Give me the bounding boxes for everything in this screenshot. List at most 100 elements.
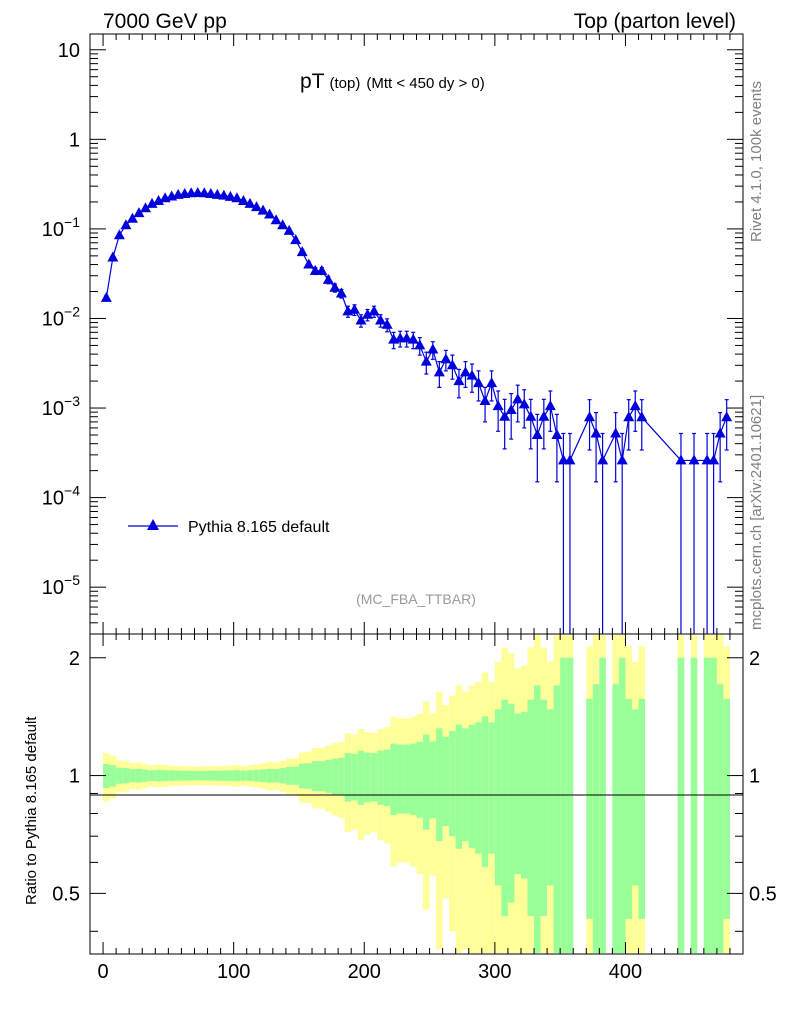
data-point xyxy=(244,197,256,208)
data-point xyxy=(590,427,602,438)
ratio-band-green xyxy=(416,741,424,818)
data-point xyxy=(584,411,596,422)
y-tick-label: 1 xyxy=(69,129,80,151)
data-point xyxy=(329,281,341,292)
data-point xyxy=(133,207,145,218)
ratio-band-green xyxy=(501,699,508,917)
legend: Pythia 8.165 default xyxy=(128,519,330,536)
ratio-band-green xyxy=(201,770,208,781)
ratio-band-green xyxy=(390,743,397,815)
data-point xyxy=(459,366,471,377)
ratio-band-green xyxy=(338,757,345,796)
data-point xyxy=(290,234,302,245)
ratio-band-green xyxy=(181,770,188,781)
data-point xyxy=(335,287,347,298)
ratio-band-green xyxy=(481,716,489,868)
data-point xyxy=(544,400,556,411)
ratio-band-green xyxy=(592,684,600,953)
ratio-band-green xyxy=(507,703,515,903)
ratio-band-green xyxy=(534,685,541,953)
ratio-band-green xyxy=(488,722,495,854)
data-point xyxy=(708,454,720,465)
ratio-band-green xyxy=(690,657,698,953)
data-point xyxy=(100,291,112,302)
y-tick-exponent: −4 xyxy=(64,483,80,499)
ratio-y-tick-label-right: 1 xyxy=(749,766,760,788)
data-point xyxy=(505,404,517,415)
data-point xyxy=(597,454,609,465)
ratio-band-green xyxy=(677,657,685,953)
ratio-band-green xyxy=(148,770,156,782)
ratio-band-green xyxy=(703,657,711,953)
header-right: Top (parton level) xyxy=(574,10,736,33)
data-point xyxy=(218,189,230,200)
ratio-band-green xyxy=(240,770,247,781)
data-point xyxy=(525,410,537,421)
ratio-band-green xyxy=(547,709,554,886)
y-tick-mantissa: 10 xyxy=(58,40,80,62)
ratio-band-green xyxy=(370,753,378,802)
data-point xyxy=(257,204,269,215)
ratio-ylabel: Ratio to Pythia 8.165 default xyxy=(23,716,40,905)
data-point xyxy=(466,369,478,380)
data-point xyxy=(348,303,360,314)
data-point xyxy=(237,194,249,205)
ratio-band-green xyxy=(494,709,502,886)
ratio-band-green xyxy=(325,759,332,793)
data-point xyxy=(296,246,308,257)
chart-title: pT (top) (Mtt < 450 dy > 0) xyxy=(300,70,485,93)
y-tick-exponent: −3 xyxy=(64,393,80,409)
ratio-band-green xyxy=(455,724,463,849)
data-point xyxy=(636,411,648,422)
data-point xyxy=(518,398,530,409)
data-point xyxy=(538,410,550,421)
ratio-band-green xyxy=(259,769,267,783)
y-tick-label: 10−1 xyxy=(42,214,80,241)
data-point xyxy=(427,343,439,354)
ratio-band-green xyxy=(227,770,234,781)
data-point xyxy=(688,454,700,465)
main-data xyxy=(100,186,733,634)
rivet-label: Rivet 4.1.0, 100k events xyxy=(748,81,765,242)
ratio-band-green xyxy=(161,770,169,782)
ratio-band-green xyxy=(468,724,476,849)
ratio-band-green xyxy=(233,770,241,782)
y-tick-mantissa: 1 xyxy=(69,129,80,151)
data-point xyxy=(473,377,485,388)
ratio-band-green xyxy=(436,728,443,842)
data-point xyxy=(629,400,641,411)
y-tick-label: 10−4 xyxy=(42,483,80,510)
ratio-band-green xyxy=(540,699,548,917)
ratio-band-green xyxy=(514,713,521,875)
data-point xyxy=(675,454,687,465)
y-tick-mantissa: 10 xyxy=(42,308,64,330)
ratio-band-green xyxy=(168,770,175,781)
ratio-band-green xyxy=(279,768,286,784)
ratio-band-green xyxy=(377,750,384,805)
data-point xyxy=(205,188,217,199)
y-tick-mantissa: 10 xyxy=(42,219,64,241)
data-point xyxy=(283,224,295,235)
data-point xyxy=(499,410,511,421)
data-point xyxy=(381,318,393,329)
ratio-band-green xyxy=(553,685,561,953)
data-point xyxy=(623,411,635,422)
data-point xyxy=(407,333,419,344)
y-tick-label: 10−3 xyxy=(42,393,80,420)
data-point xyxy=(251,201,263,212)
data-point xyxy=(153,194,165,205)
data-point xyxy=(486,377,498,388)
ratio-band-green xyxy=(560,657,567,953)
data-point xyxy=(316,264,328,275)
data-point xyxy=(211,188,223,199)
ratio-band-green xyxy=(135,768,143,783)
data-point xyxy=(512,393,524,404)
ratio-band-green xyxy=(272,768,280,783)
y-tick-label: 10−5 xyxy=(42,572,80,599)
data-point xyxy=(277,219,289,230)
ratio-band-green xyxy=(449,730,456,837)
ratio-band-green xyxy=(103,763,110,789)
ratio-band-green xyxy=(285,766,293,785)
